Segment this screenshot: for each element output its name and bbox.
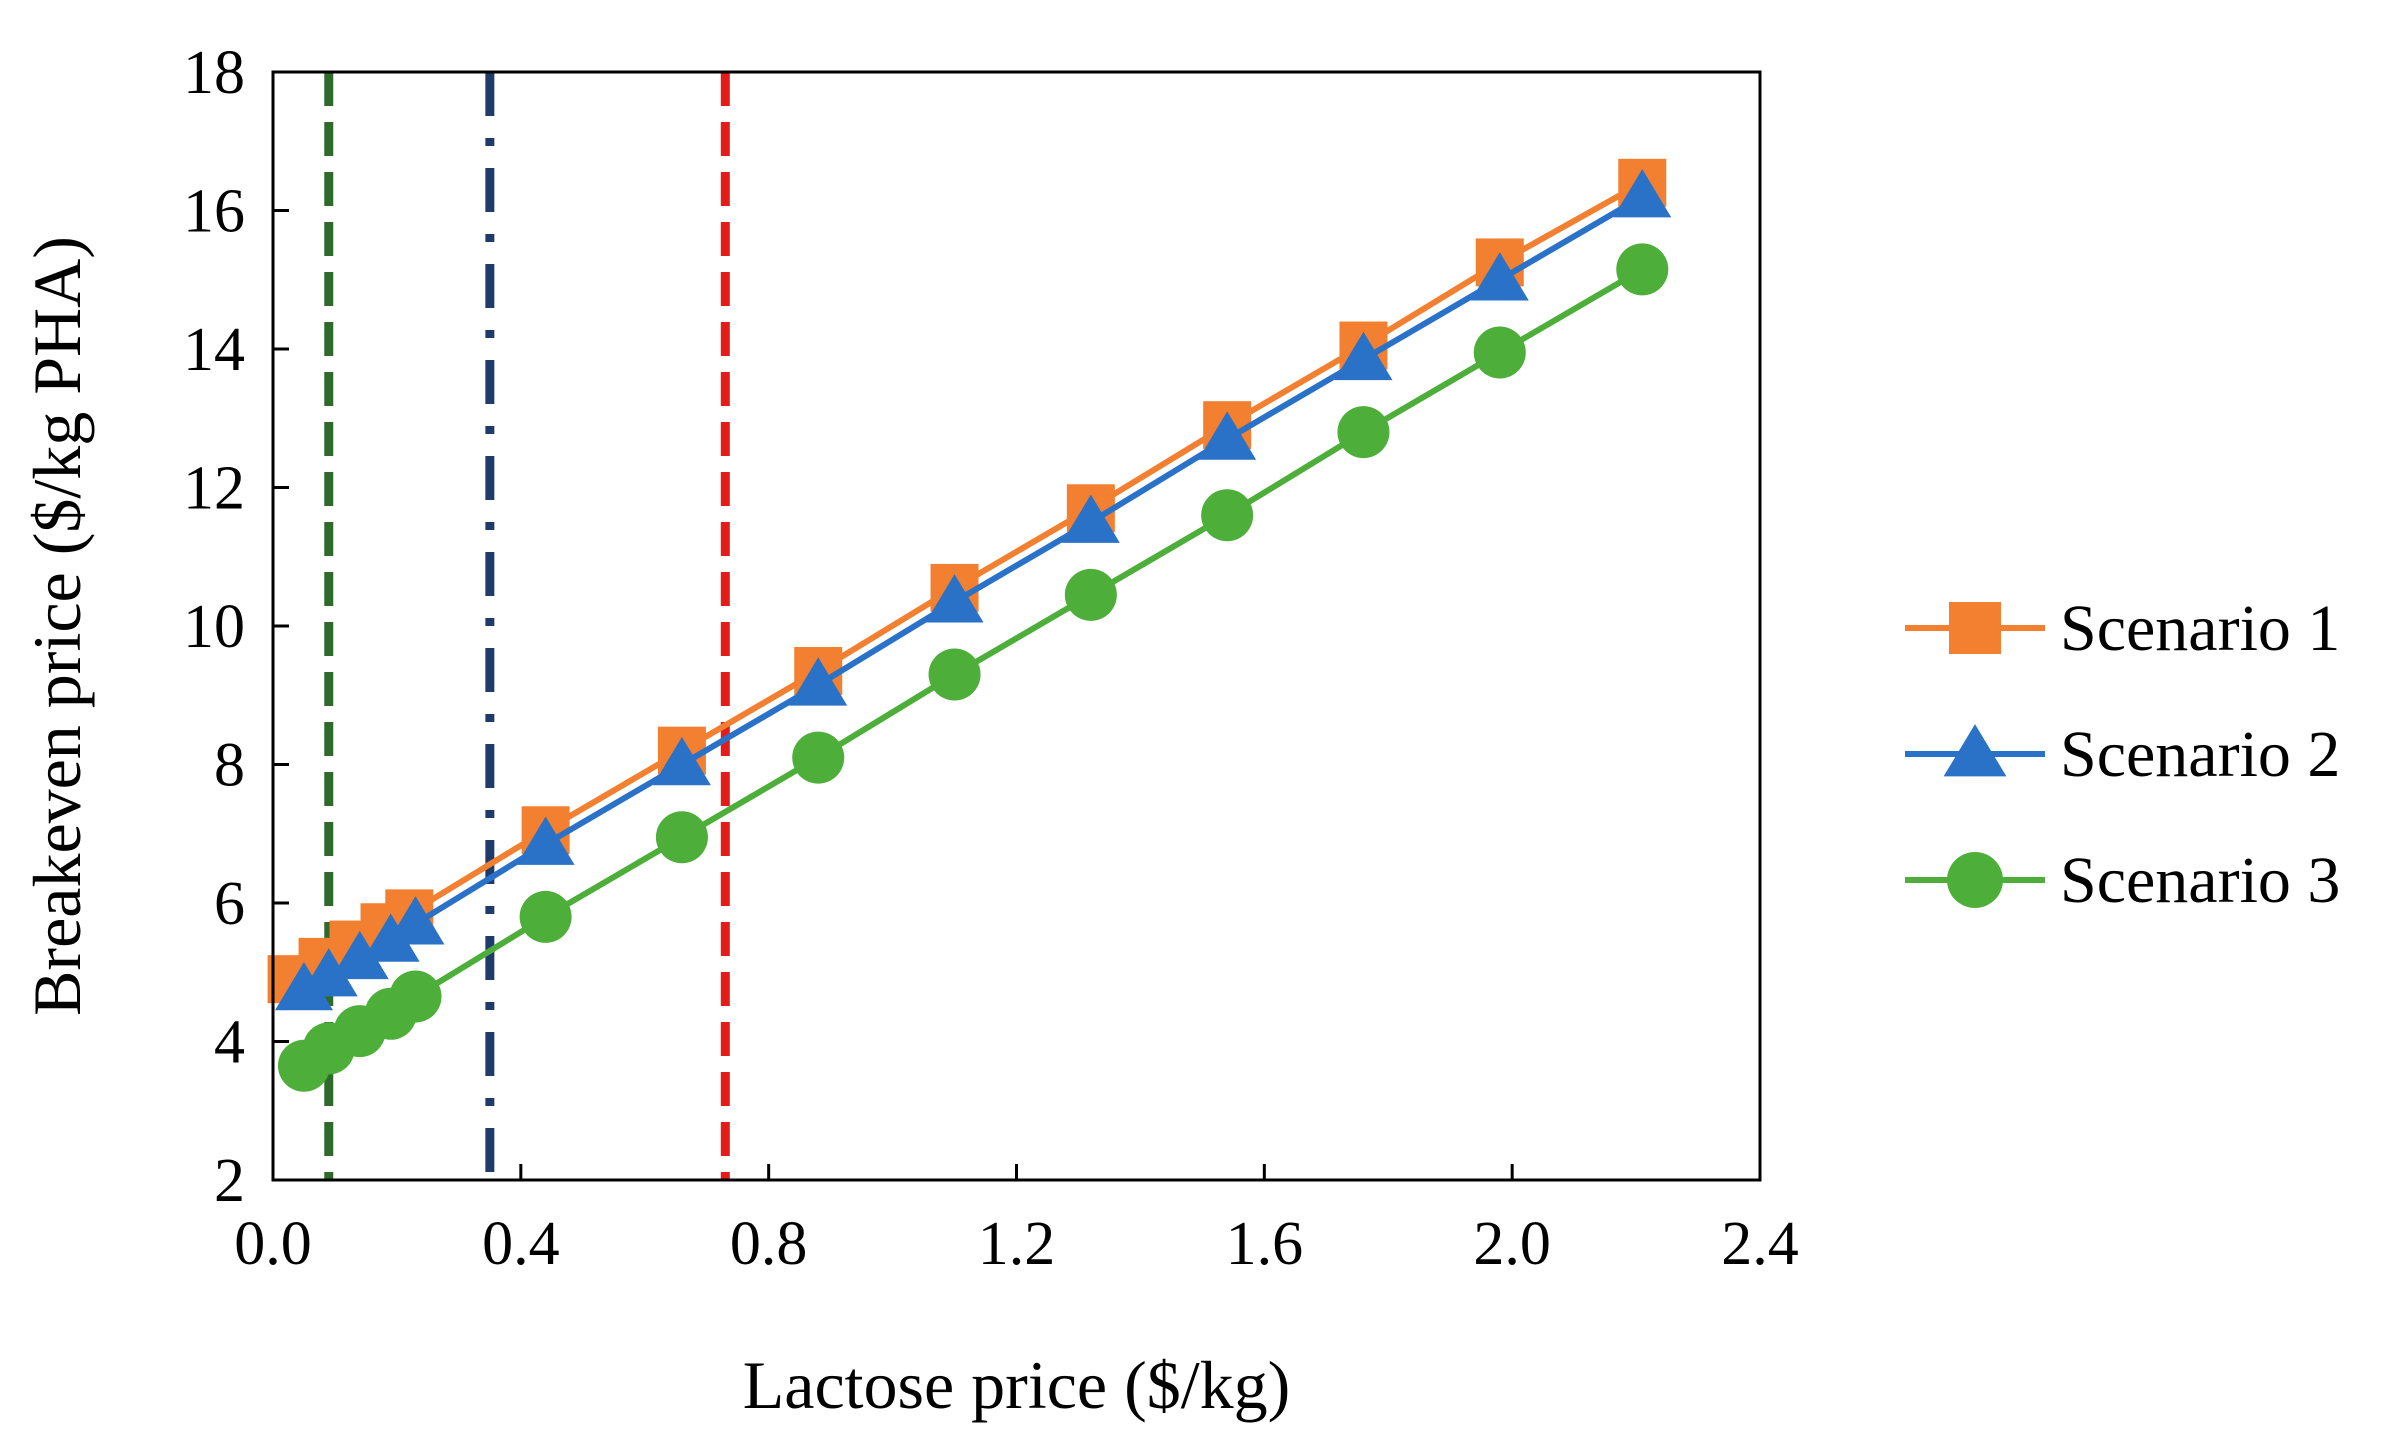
series-layer xyxy=(267,158,1672,1092)
x-axis: 0.0 0.4 0.8 1.2 1.6 2.0 2.4 xyxy=(234,1164,1799,1278)
y-tick-label: 6 xyxy=(214,870,245,938)
data-point xyxy=(519,890,572,943)
data-point xyxy=(1470,252,1529,301)
y-tick-label: 14 xyxy=(183,316,245,384)
x-tick-label: 0.4 xyxy=(482,1210,560,1278)
x-tick-label: 2.4 xyxy=(1721,1210,1799,1278)
y-axis: 2 4 6 8 10 12 14 16 18 xyxy=(183,39,289,1215)
x-tick-label: 0.8 xyxy=(730,1210,808,1278)
y-tick-label: 8 xyxy=(214,732,245,800)
series-1 xyxy=(267,158,1667,1004)
x-tick-label: 0.0 xyxy=(234,1210,312,1278)
data-point xyxy=(1473,326,1526,379)
plot-area-frame xyxy=(271,70,1762,1182)
data-point xyxy=(1198,411,1257,460)
y-tick-label: 4 xyxy=(214,1009,245,1077)
data-point xyxy=(1061,494,1120,543)
data-point xyxy=(789,657,848,706)
y-tick-label: 2 xyxy=(214,1147,245,1215)
data-point xyxy=(516,816,575,865)
data-point xyxy=(928,648,981,701)
data-point xyxy=(1337,406,1390,459)
series-line xyxy=(302,194,1644,993)
data-point xyxy=(386,896,445,945)
y-tick-label: 12 xyxy=(183,455,245,523)
data-point xyxy=(655,811,708,864)
series-3 xyxy=(277,243,1669,1092)
legend-label: Scenario 2 xyxy=(2060,718,2340,791)
legend-item-3: Scenario 3 xyxy=(1905,844,2340,917)
legend-item-1: Scenario 1 xyxy=(1905,592,2340,665)
data-point xyxy=(1201,489,1254,542)
data-point xyxy=(792,731,845,784)
legend: Scenario 1 Scenario 2 Scenario 3 xyxy=(1905,592,2340,917)
data-point xyxy=(1616,243,1669,296)
series-2 xyxy=(274,169,1672,1011)
data-point xyxy=(925,574,984,623)
legend-label: Scenario 3 xyxy=(2060,844,2340,917)
y-tick-label: 10 xyxy=(183,593,245,661)
y-tick-label: 16 xyxy=(183,178,245,246)
x-tick-label: 1.6 xyxy=(1226,1210,1304,1278)
x-tick-label: 2.0 xyxy=(1473,1210,1551,1278)
data-point xyxy=(1064,568,1117,621)
legend-label: Scenario 1 xyxy=(2060,592,2340,665)
data-point xyxy=(1334,331,1393,381)
legend-marker xyxy=(1943,724,2007,777)
y-tick-label: 18 xyxy=(183,39,245,107)
legend-marker xyxy=(1949,602,2001,654)
x-axis-title: Lactose price ($/kg) xyxy=(743,1347,1291,1423)
x-tick-label: 1.2 xyxy=(978,1210,1056,1278)
legend-item-2: Scenario 2 xyxy=(1905,718,2340,791)
data-point xyxy=(1613,169,1672,218)
y-axis-title: Breakeven price ($/kg PHA) xyxy=(19,236,95,1016)
data-point xyxy=(652,736,711,786)
data-point xyxy=(274,961,333,1011)
data-point xyxy=(330,930,389,980)
data-point xyxy=(299,948,358,997)
legend-marker xyxy=(1947,852,2003,908)
data-point xyxy=(389,970,442,1023)
